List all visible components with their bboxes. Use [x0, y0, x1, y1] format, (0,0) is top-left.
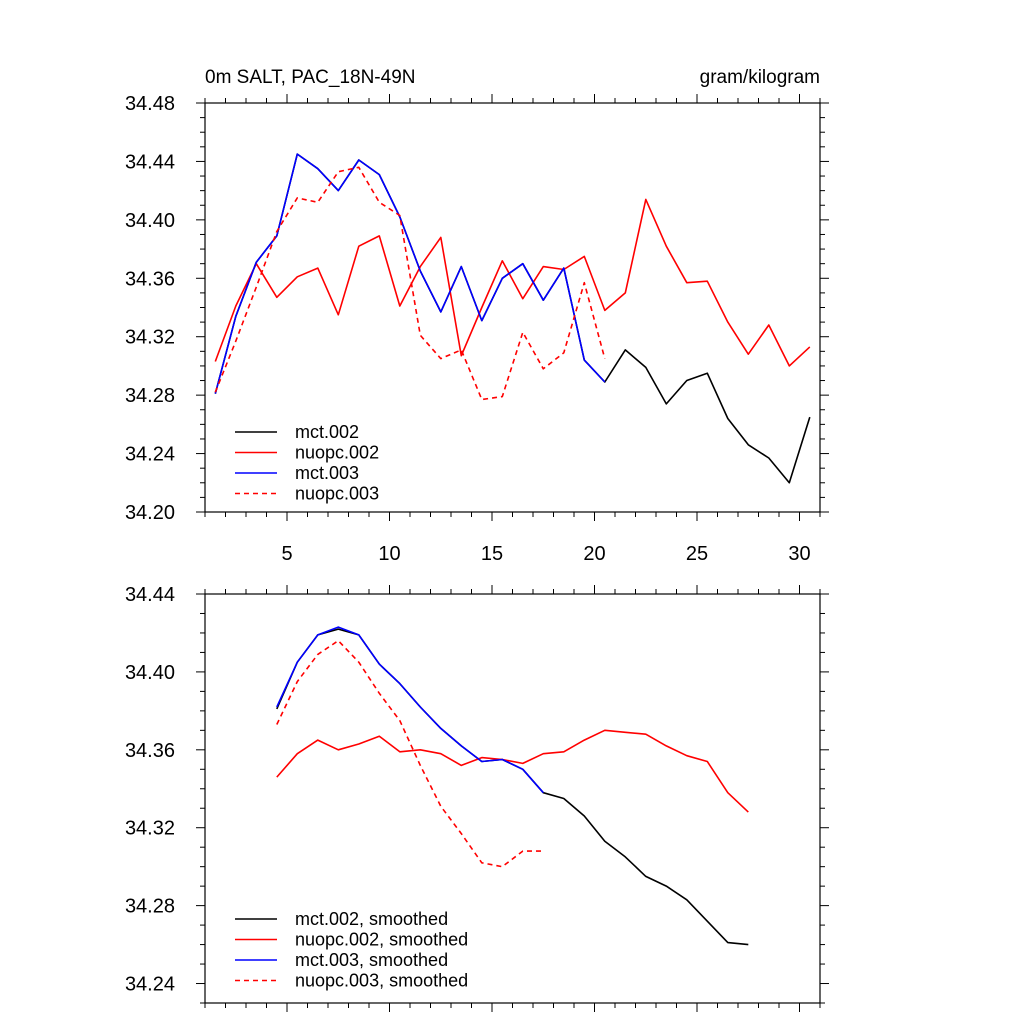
- chart-title: 0m SALT, PAC_18N-49N: [205, 67, 416, 88]
- panel-1: 5 10 15 20 25 30 34.20 34.24 34.28 34.32 34.36 34.4…: [125, 67, 829, 565]
- series-line-mct-003: [214, 153, 606, 394]
- y-tick-label: 34.36: [125, 268, 175, 290]
- legend-label: mct.002, smoothed: [295, 909, 448, 929]
- legend-label: nuopc.003, smoothed: [295, 971, 468, 991]
- panel-2: 34.24 34.28 34.32 34.36 34.40 34.44 mct.002, s…: [125, 584, 829, 1012]
- y-tick-label: 34.28: [125, 896, 175, 918]
- x-tick-label: 25: [686, 543, 708, 565]
- y-tick-label: 34.40: [125, 662, 175, 684]
- y-tick-label: 34.32: [125, 818, 175, 840]
- x-tick-label: 20: [583, 543, 605, 565]
- series-line-mct-002-smoothed: [276, 628, 749, 946]
- x-tick-label: 10: [378, 543, 400, 565]
- legend-label: nuopc.002: [295, 443, 379, 463]
- y-tick-label: 34.28: [125, 385, 175, 407]
- series-line-nuopc-003-smoothed: [276, 639, 544, 868]
- y-tick-label: 34.36: [125, 740, 175, 762]
- series-line-nuopc-003: [214, 166, 606, 401]
- y-tick-label: 34.40: [125, 210, 175, 232]
- x-tick-label: 15: [481, 543, 503, 565]
- legend-label: nuopc.002, smoothed: [295, 930, 468, 950]
- series-line-nuopc-002: [214, 198, 811, 367]
- legend-label: mct.003, smoothed: [295, 950, 448, 970]
- x-tick-label: 30: [788, 543, 810, 565]
- y-tick-label: 34.48: [125, 93, 175, 115]
- y-tick-label: 34.20: [125, 502, 175, 524]
- y-tick-label: 34.24: [125, 974, 175, 996]
- legend-label: nuopc.003: [295, 484, 379, 504]
- legend-label: mct.002: [295, 422, 359, 442]
- legend-label: mct.003: [295, 463, 359, 483]
- series-line-nuopc-002-smoothed: [276, 729, 749, 813]
- y-tick-label: 34.32: [125, 327, 175, 349]
- y-tick-label: 34.44: [125, 151, 175, 173]
- y-tick-label: 34.24: [125, 444, 175, 466]
- x-tick-label: 5: [281, 543, 292, 565]
- y-tick-label: 34.44: [125, 584, 175, 606]
- series-line-mct-003-smoothed: [276, 626, 544, 794]
- chart-units: gram/kilogram: [700, 67, 820, 88]
